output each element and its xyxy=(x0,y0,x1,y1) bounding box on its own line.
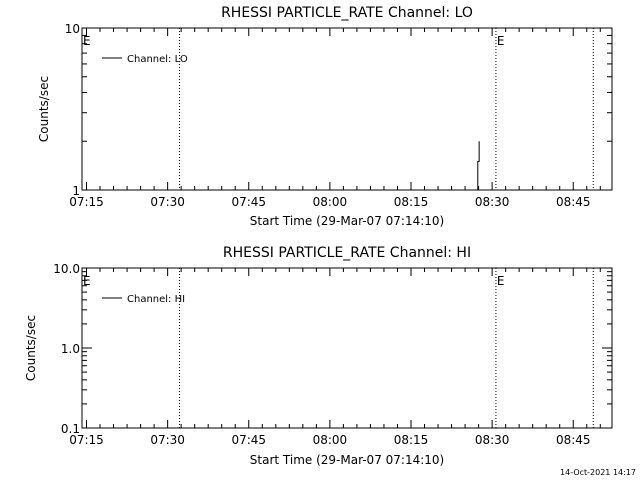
panel-1-x-tick-label: 08:15 xyxy=(394,195,429,209)
panel-1-y-tick-label: 1 xyxy=(72,184,80,198)
panel-2-event-marker-label: E xyxy=(497,274,505,288)
panel-2-y-tick-label: 1.0 xyxy=(61,342,80,356)
panel-1-plot-frame xyxy=(81,27,613,191)
panel-2-event-marker-label: E xyxy=(83,274,91,288)
panel-1-x-tick-label: 08:00 xyxy=(313,195,348,209)
panel-2-x-tick-label: 08:15 xyxy=(394,433,429,447)
panel-1-title: RHESSI PARTICLE_RATE Channel: LO xyxy=(221,5,473,21)
panel-1-y-tick-label: 10 xyxy=(65,22,80,36)
panel-1-series-line xyxy=(477,141,480,190)
panel-1-x-tick-label: 07:15 xyxy=(69,195,104,209)
panel-1-y-axis-title: Counts/sec xyxy=(37,76,51,142)
panel-2-x-tick-label: 07:45 xyxy=(231,433,266,447)
panel-2-y-tick-label: 0.1 xyxy=(61,422,80,436)
panel-2-title: RHESSI PARTICLE_RATE Channel: HI xyxy=(223,245,471,261)
panel-1-event-marker-label: E xyxy=(83,34,91,48)
panel-1-x-tick-label: 08:30 xyxy=(475,195,510,209)
panel-1-x-tick-label: 07:30 xyxy=(150,195,185,209)
panel-2-x-tick-label: 08:00 xyxy=(313,433,348,447)
panel-2-legend-label: Channel: HI xyxy=(127,294,185,305)
panel-2-x-axis-title: Start Time (29-Mar-07 07:14:10) xyxy=(250,453,444,467)
panel-2-y-axis-title: Counts/sec xyxy=(24,315,38,381)
panel-1-x-tick-label: 07:45 xyxy=(231,195,266,209)
panel-2-y-tick-label: 10.0 xyxy=(53,262,80,276)
panel-2-x-tick-label: 08:30 xyxy=(475,433,510,447)
panel-2-x-tick-label: 07:15 xyxy=(69,433,104,447)
panel-2-x-tick-label: 07:30 xyxy=(150,433,185,447)
panel-1-x-tick-label: 08:45 xyxy=(556,195,591,209)
panel-1-event-marker-label: E xyxy=(497,34,505,48)
panel-2-x-tick-label: 08:45 xyxy=(556,433,591,447)
panel-1-x-axis-title: Start Time (29-Mar-07 07:14:10) xyxy=(250,214,444,228)
panel-1-legend-label: Channel: LO xyxy=(127,54,188,65)
footer-timestamp: 14-Oct-2021 14:17 xyxy=(560,468,636,477)
